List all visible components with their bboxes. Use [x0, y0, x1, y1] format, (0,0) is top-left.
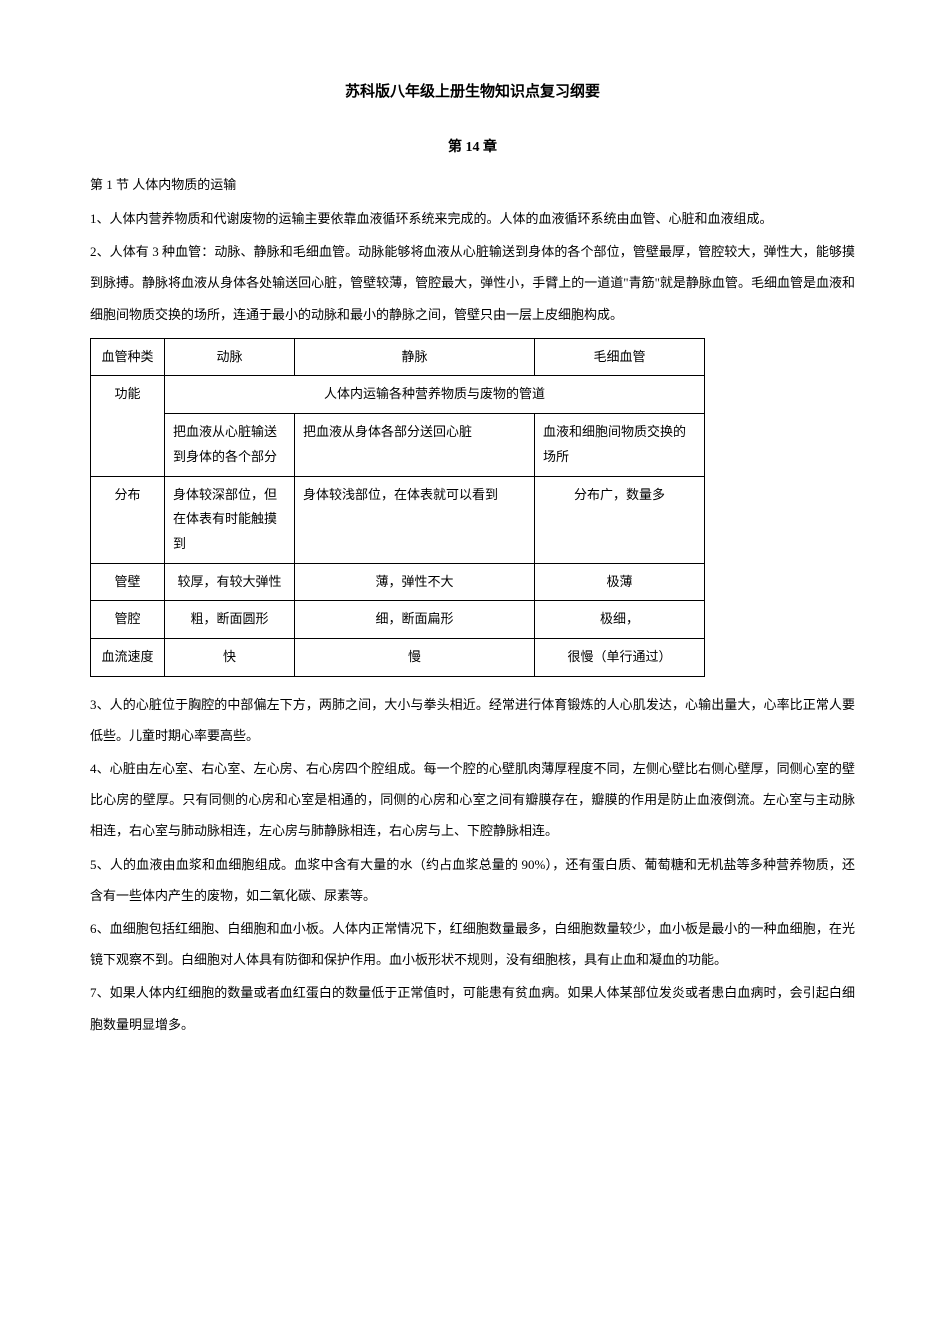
table-row: 功能 人体内运输各种营养物质与废物的管道	[91, 376, 705, 414]
table-header-cell: 血管种类	[91, 338, 165, 376]
table-cell: 身体较深部位，但在体表有时能触摸到	[165, 476, 295, 563]
table-cell: 极细，	[535, 601, 705, 639]
table-cell: 管壁	[91, 563, 165, 601]
table-cell: 分布广，数量多	[535, 476, 705, 563]
table-header-cell: 动脉	[165, 338, 295, 376]
table-cell: 慢	[295, 638, 535, 676]
table-row: 管腔 粗，断面圆形 细，断面扁形 极细，	[91, 601, 705, 639]
table-row: 血流速度 快 慢 很慢（单行通过）	[91, 638, 705, 676]
table-cell: 人体内运输各种营养物质与废物的管道	[165, 376, 705, 414]
table-cell: 把血液从身体各部分送回心脏	[295, 414, 535, 476]
paragraph-6: 6、血细胞包括红细胞、白细胞和血小板。人体内正常情况下，红细胞数量最多，白细胞数…	[90, 913, 855, 975]
table-row: 把血液从心脏输送到身体的各个部分 把血液从身体各部分送回心脏 血液和细胞间物质交…	[91, 414, 705, 476]
table-header-cell: 静脉	[295, 338, 535, 376]
document-title: 苏科版八年级上册生物知识点复习纲要	[90, 80, 855, 101]
table-header-cell: 毛细血管	[535, 338, 705, 376]
section-heading: 第 1 节 人体内物质的运输	[90, 174, 855, 193]
table-cell: 粗，断面圆形	[165, 601, 295, 639]
table-cell: 血流速度	[91, 638, 165, 676]
chapter-heading: 第 14 章	[90, 136, 855, 156]
paragraph-1: 1、人体内营养物质和代谢废物的运输主要依靠血液循环系统来完成的。人体的血液循环系…	[90, 203, 855, 234]
table-cell: 把血液从心脏输送到身体的各个部分	[165, 414, 295, 476]
table-cell: 极薄	[535, 563, 705, 601]
paragraph-2: 2、人体有 3 种血管：动脉、静脉和毛细血管。动脉能够将血液从心脏输送到身体的各…	[90, 236, 855, 330]
table-cell: 功能	[91, 376, 165, 476]
table-cell: 管腔	[91, 601, 165, 639]
table-cell: 很慢（单行通过）	[535, 638, 705, 676]
table-header-row: 血管种类 动脉 静脉 毛细血管	[91, 338, 705, 376]
table-row: 分布 身体较深部位，但在体表有时能触摸到 身体较浅部位，在体表就可以看到 分布广…	[91, 476, 705, 563]
paragraph-3: 3、人的心脏位于胸腔的中部偏左下方，两肺之间，大小与拳头相近。经常进行体育锻炼的…	[90, 689, 855, 751]
table-cell: 身体较浅部位，在体表就可以看到	[295, 476, 535, 563]
paragraph-4: 4、心脏由左心室、右心室、左心房、右心房四个腔组成。每一个腔的心壁肌肉薄厚程度不…	[90, 753, 855, 847]
blood-vessel-table: 血管种类 动脉 静脉 毛细血管 功能 人体内运输各种营养物质与废物的管道 把血液…	[90, 338, 705, 677]
table-cell: 薄，弹性不大	[295, 563, 535, 601]
paragraph-7: 7、如果人体内红细胞的数量或者血红蛋白的数量低于正常值时，可能患有贫血病。如果人…	[90, 977, 855, 1039]
table-cell: 较厚，有较大弹性	[165, 563, 295, 601]
table-cell: 分布	[91, 476, 165, 563]
table-row: 管壁 较厚，有较大弹性 薄，弹性不大 极薄	[91, 563, 705, 601]
paragraph-5: 5、人的血液由血浆和血细胞组成。血浆中含有大量的水（约占血浆总量的 90%），还…	[90, 849, 855, 911]
table-cell: 快	[165, 638, 295, 676]
table-cell: 细，断面扁形	[295, 601, 535, 639]
table-cell: 血液和细胞间物质交换的场所	[535, 414, 705, 476]
